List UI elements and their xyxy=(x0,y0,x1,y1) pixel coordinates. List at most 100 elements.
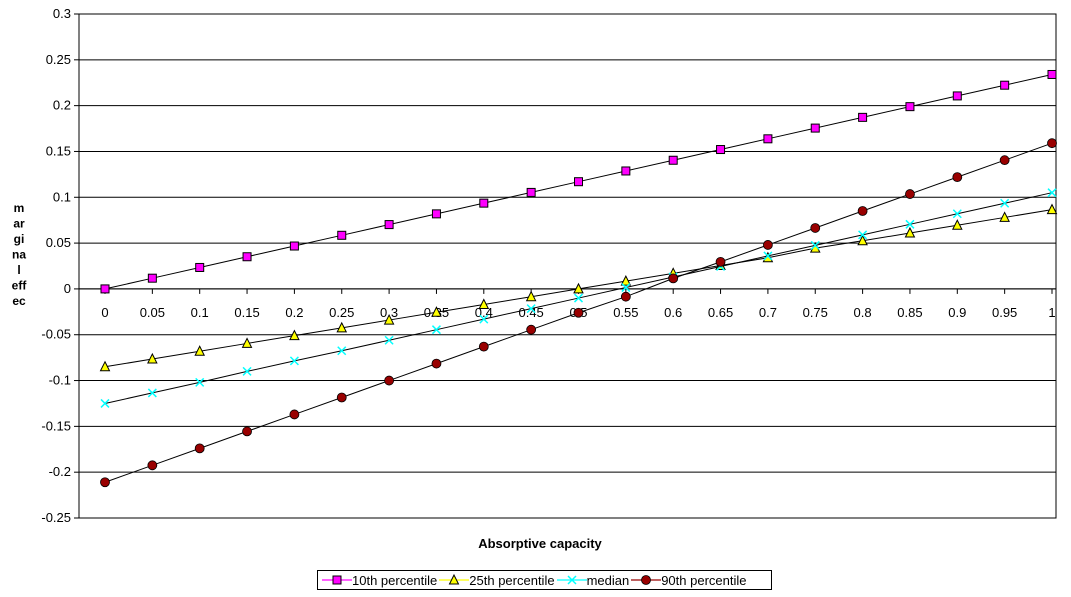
data-point xyxy=(194,345,206,356)
legend-label: 90th percentile xyxy=(661,572,747,588)
data-point xyxy=(573,293,584,303)
data-point xyxy=(763,240,773,250)
data-point xyxy=(289,356,299,366)
x-tick-label: 0.55 xyxy=(613,305,638,320)
y-tick-label: -0.1 xyxy=(49,373,71,388)
legend-item: 25th percentile xyxy=(439,572,555,588)
data-point xyxy=(383,313,395,325)
y-tick-label: 0.1 xyxy=(53,189,71,204)
data-point xyxy=(194,443,205,454)
legend-item: 90th percentile xyxy=(631,573,746,588)
data-point xyxy=(1000,198,1010,208)
x-tick-label: 0.65 xyxy=(708,305,733,320)
data-point xyxy=(620,275,632,286)
data-point xyxy=(668,273,679,284)
legend-marker xyxy=(448,573,460,585)
x-tick-label: 0.15 xyxy=(234,305,259,320)
y-tick-label: 0.3 xyxy=(53,6,71,21)
data-point xyxy=(999,155,1010,166)
data-point xyxy=(195,377,205,387)
data-point xyxy=(857,234,868,246)
legend-swatch xyxy=(631,575,662,585)
data-point xyxy=(147,273,157,283)
x-tick-label: 0.95 xyxy=(992,305,1017,320)
data-point xyxy=(99,360,111,372)
series-3 xyxy=(100,188,1057,408)
y-tick-label: 0 xyxy=(64,281,71,296)
data-point xyxy=(573,307,584,318)
data-point xyxy=(1047,69,1057,79)
data-point xyxy=(716,145,726,155)
data-point xyxy=(999,211,1010,222)
x-tick-label: 0.8 xyxy=(854,305,872,320)
data-point xyxy=(478,341,489,352)
legend-marker xyxy=(641,575,652,585)
data-point xyxy=(1047,138,1057,149)
y-tick-label: -0.05 xyxy=(41,327,71,342)
data-point xyxy=(384,335,394,345)
y-tick-label: -0.25 xyxy=(41,510,71,525)
data-point xyxy=(195,262,205,272)
data-point xyxy=(100,477,110,488)
x-tick-label: 0.2 xyxy=(285,305,303,320)
y-tick-label: 0.05 xyxy=(46,235,71,250)
y-tick-label: 0.15 xyxy=(46,143,71,158)
data-point xyxy=(810,123,820,133)
data-point xyxy=(952,172,963,183)
data-point xyxy=(573,282,584,294)
data-point xyxy=(857,206,868,216)
data-point xyxy=(715,256,726,267)
data-point xyxy=(526,324,537,335)
y-axis-title-line: gi xyxy=(14,232,25,246)
legend-item: 10th percentile xyxy=(322,573,437,588)
data-point xyxy=(289,329,300,341)
data-point xyxy=(526,304,536,314)
x-tick-label: 0.7 xyxy=(759,305,777,320)
data-point xyxy=(763,251,773,261)
data-point xyxy=(951,219,963,230)
legend-label: 10th percentile xyxy=(352,572,438,588)
data-point xyxy=(1047,188,1057,198)
data-point xyxy=(620,291,631,302)
data-point xyxy=(337,346,347,356)
data-point xyxy=(858,230,868,240)
data-point xyxy=(479,314,489,324)
x-tick-label: 1 xyxy=(1048,305,1055,320)
y-axis-title-line: ec xyxy=(12,294,26,308)
data-point xyxy=(478,298,490,309)
x-axis-ticks: 00.050.10.150.20.250.30.350.40.450.50.55… xyxy=(101,288,1056,320)
legend-label: median xyxy=(586,572,630,588)
data-point xyxy=(574,177,583,187)
data-point xyxy=(952,209,962,219)
data-point xyxy=(668,155,678,165)
x-tick-label: 0.3 xyxy=(380,305,398,320)
x-axis-title: Absorptive capacity xyxy=(478,536,602,551)
data-point xyxy=(621,283,631,293)
data-point xyxy=(905,189,915,199)
x-tick-label: 0.75 xyxy=(803,305,828,320)
legend-label: 25th percentile xyxy=(469,572,555,588)
legend-swatch xyxy=(556,575,587,585)
legend-swatch xyxy=(439,573,470,585)
data-point xyxy=(242,252,252,262)
y-axis-title-line: na xyxy=(12,248,26,262)
y-axis-title-line: eff xyxy=(12,279,28,293)
data-point xyxy=(431,306,442,317)
y-axis-title-line: m xyxy=(14,201,25,215)
y-tick-label: 0.25 xyxy=(46,52,71,67)
x-tick-label: 0 xyxy=(101,305,108,320)
data-point xyxy=(336,392,347,403)
y-tick-label: -0.15 xyxy=(41,418,71,433)
x-tick-label: 0.6 xyxy=(664,305,682,320)
data-point xyxy=(905,102,915,112)
data-point xyxy=(858,112,868,122)
data-point xyxy=(336,321,348,333)
data-point xyxy=(431,358,442,369)
data-point xyxy=(431,325,441,335)
data-point xyxy=(147,352,158,364)
series-1 xyxy=(100,69,1057,294)
data-point xyxy=(431,209,441,219)
data-point xyxy=(1046,203,1058,215)
